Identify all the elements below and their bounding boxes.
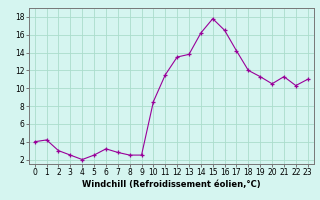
X-axis label: Windchill (Refroidissement éolien,°C): Windchill (Refroidissement éolien,°C) xyxy=(82,180,260,189)
